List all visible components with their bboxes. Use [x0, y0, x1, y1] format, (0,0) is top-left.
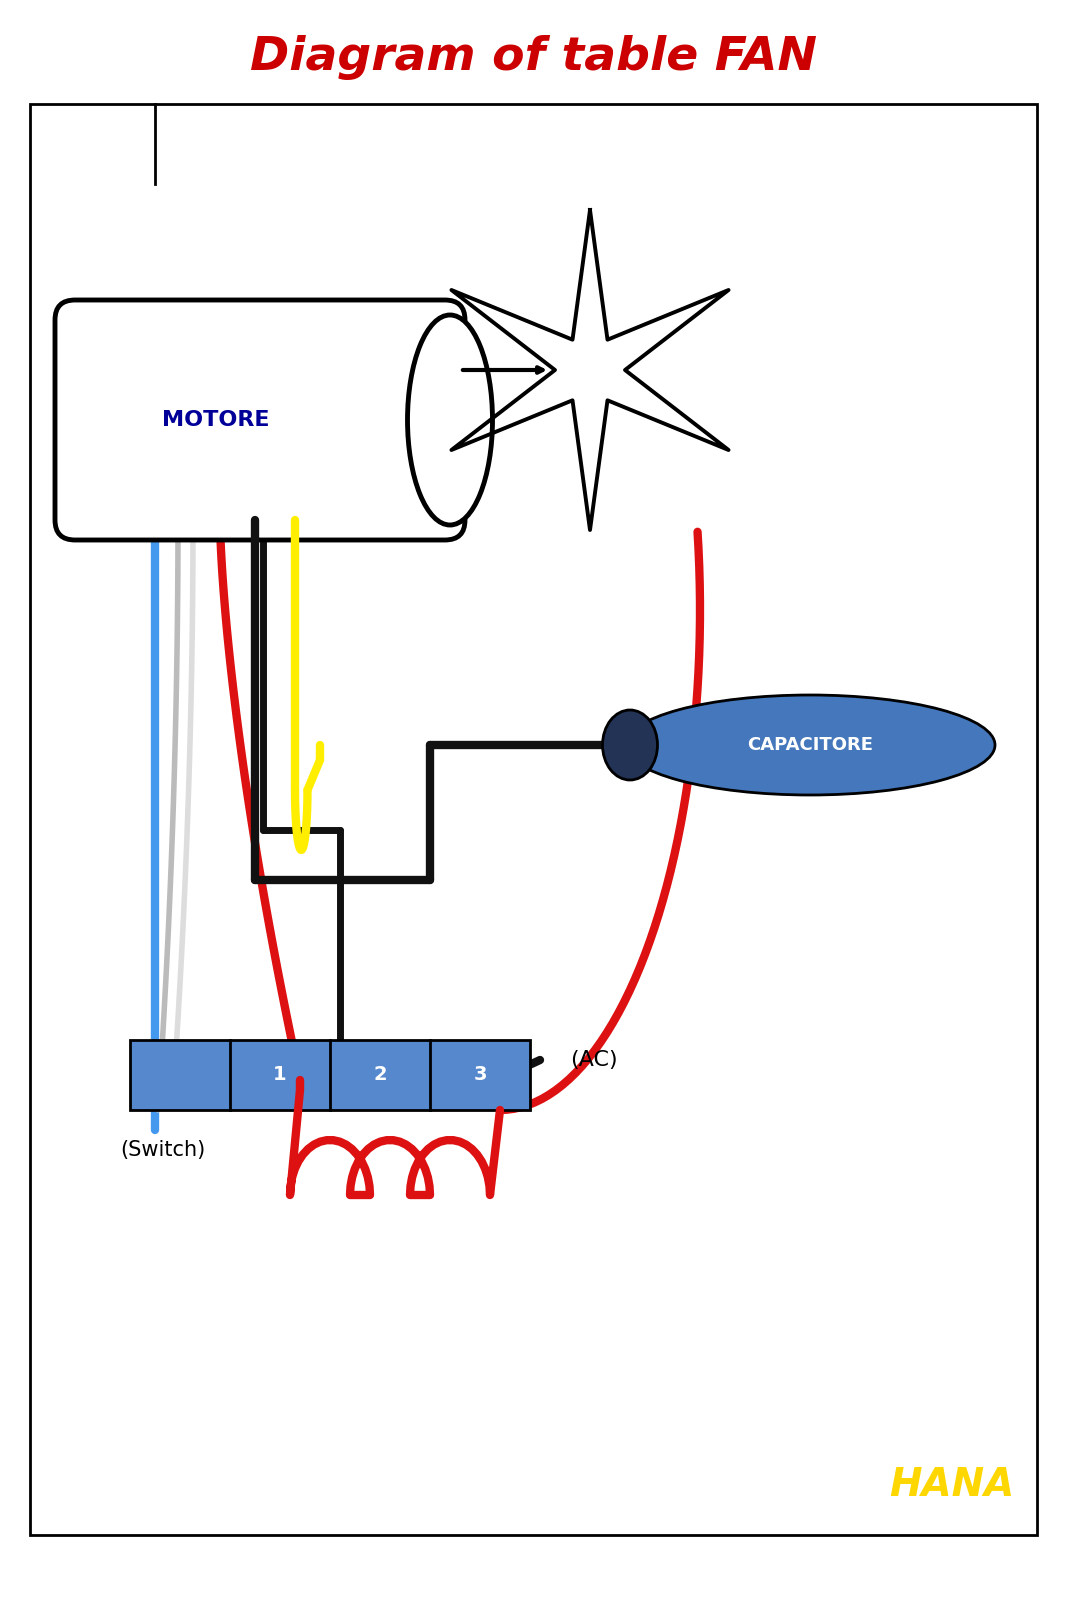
Text: 2: 2 [373, 1066, 387, 1085]
Text: CAPACITORE: CAPACITORE [747, 736, 873, 754]
Ellipse shape [408, 315, 493, 525]
Ellipse shape [625, 694, 996, 795]
Text: (AC): (AC) [570, 1050, 618, 1070]
Text: MOTORE: MOTORE [162, 410, 269, 430]
Text: 3: 3 [474, 1066, 487, 1085]
FancyBboxPatch shape [55, 301, 465, 541]
Text: (Switch): (Switch) [120, 1139, 205, 1160]
Text: Diagram of table FAN: Diagram of table FAN [250, 35, 817, 80]
FancyBboxPatch shape [130, 1040, 530, 1110]
Text: HANA: HANA [890, 1466, 1015, 1504]
Ellipse shape [603, 710, 657, 781]
Text: 1: 1 [273, 1066, 287, 1085]
